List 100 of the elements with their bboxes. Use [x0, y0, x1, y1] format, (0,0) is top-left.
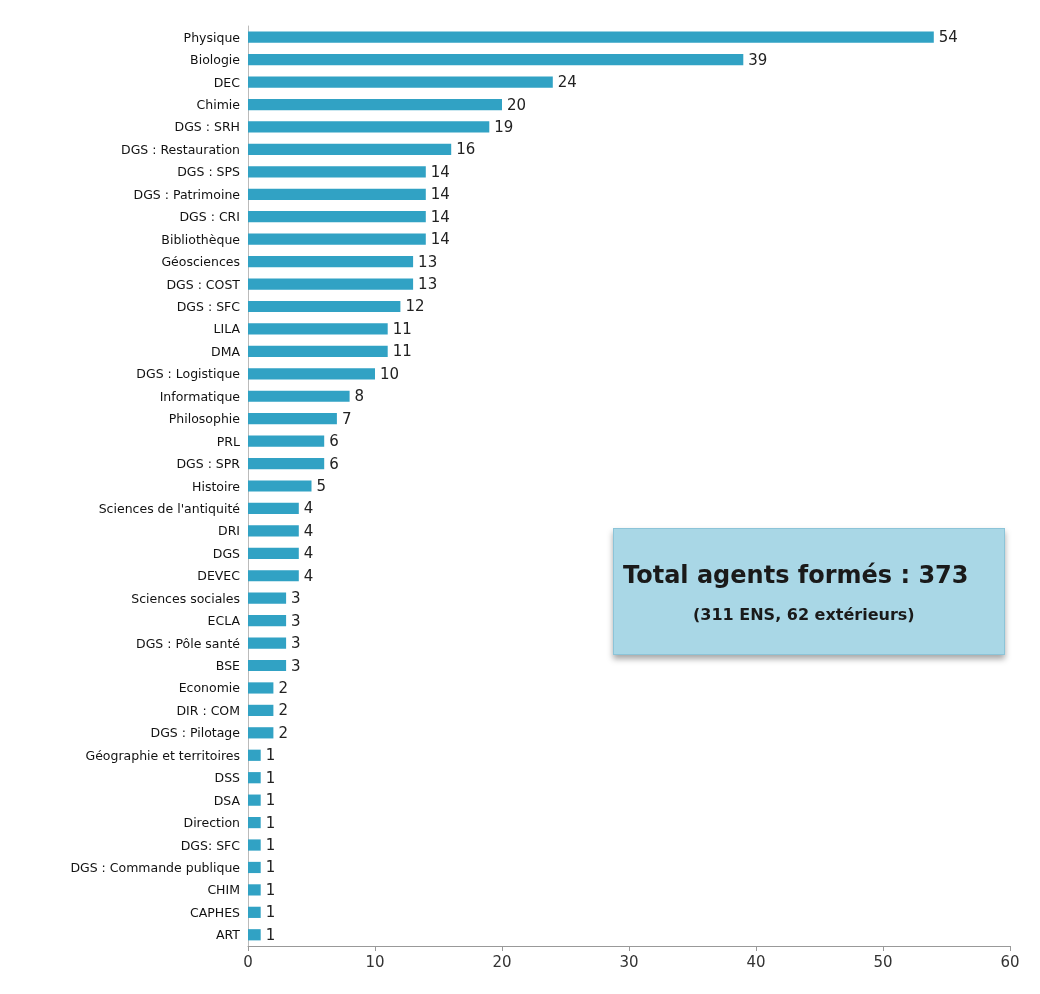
y-tick-label: ECLA: [207, 613, 241, 629]
y-tick-label: Philosophie: [168, 411, 241, 427]
data-label: 14: [430, 207, 450, 226]
data-label: 4: [303, 521, 314, 540]
data-label: 6: [329, 454, 339, 473]
bar: [248, 390, 350, 402]
bar: [248, 457, 325, 470]
data-label: 1: [265, 813, 276, 832]
bar: [248, 861, 261, 874]
y-tick-label: DGS : Patrimoine: [133, 186, 241, 202]
data-label: 4: [303, 544, 314, 563]
bar: [248, 772, 261, 784]
bar: [248, 233, 426, 245]
data-label: 8: [354, 387, 365, 406]
y-tick-label: DGS : SPS: [177, 164, 241, 180]
y-tick-label: DSS: [214, 770, 241, 786]
y-tick-label: DGS : SPR: [176, 456, 241, 472]
x-tick-label: 20: [492, 952, 512, 971]
y-tick-label: ART: [216, 927, 241, 943]
y-tick-label: Economie: [178, 680, 241, 696]
bar: [248, 435, 325, 447]
data-label: 5: [316, 477, 327, 495]
bar: [248, 31, 934, 43]
bar: [248, 166, 426, 178]
y-tick-label: Histoire: [192, 478, 241, 494]
data-label: 1: [265, 880, 276, 899]
y-tick-label: Physique: [183, 29, 241, 45]
data-label: 4: [303, 499, 314, 518]
y-tick-label: CHIM: [207, 882, 240, 898]
bar: [248, 121, 490, 133]
data-label: 2: [278, 723, 288, 742]
y-tick-label: DGS : Logistique: [136, 366, 241, 382]
bar: [248, 839, 261, 851]
bar: [248, 480, 312, 492]
bar: [248, 816, 261, 829]
y-tick-label: DIR : COM: [176, 702, 240, 718]
data-label: 3: [291, 656, 301, 675]
bar: [248, 143, 452, 156]
y-tick-label: DGS : Restauration: [121, 141, 240, 157]
y-tick-label: DGS : SRH: [174, 119, 240, 135]
x-tick-label: 10: [365, 952, 385, 971]
data-label: 1: [265, 836, 276, 855]
data-label: 3: [291, 589, 301, 608]
data-label: 12: [405, 297, 425, 316]
x-tick-label: 0: [243, 952, 253, 971]
data-label: 14: [430, 162, 450, 181]
y-tick-label: DGS : Commande publique: [70, 859, 241, 875]
bar: [248, 727, 274, 739]
bar: [248, 502, 299, 515]
annotation: (311 ENS, 62 extérieurs): [693, 604, 915, 624]
y-tick-label: DGS: [212, 545, 241, 561]
y-tick-label: Géographie et territoires: [85, 747, 240, 763]
y-tick-label: DGS : CRI: [179, 209, 240, 225]
x-tick-label: 50: [873, 952, 893, 971]
bar: [248, 929, 261, 941]
x-tick-label: 60: [1000, 952, 1020, 971]
bar: [248, 323, 388, 335]
y-tick-label: Direction: [183, 815, 240, 831]
data-label: 19: [494, 117, 514, 136]
data-label: 13: [418, 275, 438, 294]
data-label: 14: [430, 230, 450, 249]
data-label: 16: [456, 140, 476, 159]
bar: [248, 794, 261, 806]
bar: [248, 682, 274, 694]
bar: [248, 188, 426, 200]
data-label: 3: [291, 611, 301, 630]
bar: [248, 637, 287, 649]
data-label: 1: [265, 791, 276, 810]
y-tick-label: DSA: [213, 792, 241, 808]
y-tick-label: PRL: [216, 433, 241, 449]
data-label: 7: [341, 409, 352, 428]
y-tick-label: DEVEC: [197, 568, 241, 584]
y-tick-label: LILA: [213, 321, 241, 337]
y-tick-label: DGS : Pôle santé: [136, 635, 241, 651]
data-label: 54: [938, 28, 958, 47]
y-tick-label: Sciences sociales: [131, 590, 240, 606]
y-tick-label: Informatique: [159, 388, 241, 404]
y-tick-label: DEC: [213, 74, 241, 90]
x-tick-label: 30: [619, 952, 639, 971]
y-tick-label: DGS: SFC: [180, 837, 241, 853]
bar: [248, 256, 414, 268]
bar: [248, 54, 744, 66]
data-label: 11: [392, 319, 412, 338]
data-label: 6: [329, 432, 339, 451]
y-tick-label: DGS : COST: [166, 276, 241, 292]
data-label: 14: [430, 185, 450, 204]
data-label: 1: [265, 925, 276, 944]
y-tick-label: DMA: [211, 343, 241, 359]
data-label: 13: [418, 252, 438, 271]
y-tick-label: DRI: [218, 523, 240, 539]
bar: [248, 76, 553, 88]
bar: [248, 525, 299, 537]
bar: [248, 749, 261, 761]
bar: [248, 704, 274, 716]
bar: [248, 211, 426, 223]
data-label: 1: [265, 768, 276, 787]
data-label: 2: [278, 701, 288, 720]
data-label: 1: [265, 746, 276, 765]
data-label: 3: [291, 634, 301, 653]
y-tick-label: Biologie: [190, 52, 241, 68]
